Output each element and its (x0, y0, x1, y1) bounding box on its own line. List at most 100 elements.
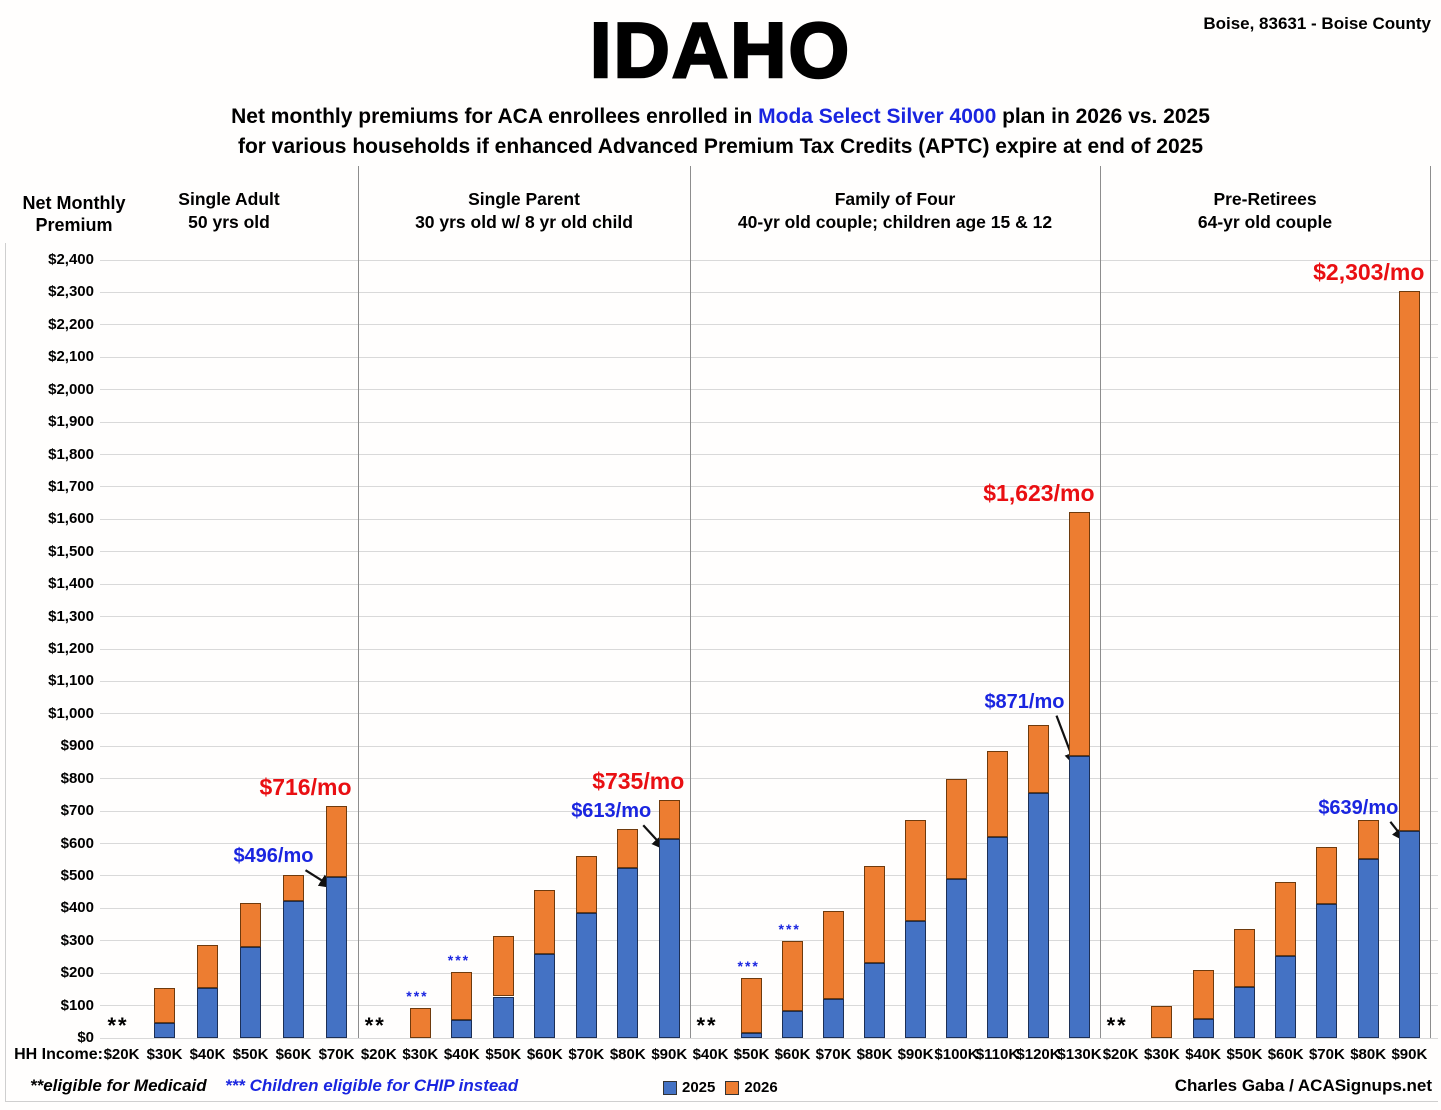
x-tick-label: $40K (692, 1046, 729, 1063)
bar-2025-segment (658, 839, 680, 1038)
y-tick-label: $1,600 (48, 510, 94, 528)
bar-2025-segment (534, 954, 556, 1038)
y-tick-label: $1,800 (48, 445, 94, 463)
x-axis-title: HH Income: (14, 1046, 103, 1063)
bar-2026-segment (283, 874, 304, 901)
x-tick-label: $70K (318, 1046, 355, 1063)
bar-2026-segment (823, 910, 844, 1000)
credit-label: Charles Gaba / ACASignups.net (1174, 1076, 1432, 1095)
gridline (100, 940, 1438, 942)
y-tick-label: $800 (60, 769, 94, 787)
legend: 2025 2026 (663, 1079, 778, 1096)
panel-title-line2: 40-yr old couple; children age 15 & 12 (737, 212, 1053, 232)
bar-2025-segment (1398, 830, 1420, 1038)
panel-title-line1: Family of Four (834, 189, 956, 209)
x-tick-label: $70K (1308, 1046, 1345, 1063)
bar-2026-segment (1069, 511, 1090, 756)
x-tick-label: $80K (1350, 1046, 1387, 1063)
x-tick-label: $30K (146, 1046, 183, 1063)
y-tick-label: $900 (60, 737, 94, 755)
y-tick-label: $500 (60, 866, 94, 884)
x-tick-label: $50K (1226, 1046, 1263, 1063)
panel-divider (358, 166, 359, 1038)
x-tick-label: $40K (189, 1046, 226, 1063)
callout-2026-label: $2,303/mo (1313, 259, 1425, 286)
chip-marker: *** (447, 951, 471, 968)
y-tick-label: $0 (77, 1029, 94, 1046)
panel-title-line2: 64-yr old couple (1197, 212, 1333, 232)
gridline (100, 518, 1438, 520)
gridline (100, 972, 1438, 974)
bar-2026-segment (1398, 291, 1420, 831)
bar-2026-segment (1151, 1006, 1173, 1038)
gridline (100, 389, 1438, 391)
legend-item-2025: 2025 (663, 1079, 715, 1096)
panel-divider (1100, 166, 1101, 1038)
bar-2025-segment (1275, 956, 1297, 1038)
bar-2026-segment (534, 889, 556, 955)
chart-title: IDAHO (589, 6, 852, 94)
y-tick-label: $600 (60, 834, 94, 852)
bar-2026-segment (1028, 725, 1049, 793)
callout-2025-label: $496/mo (233, 845, 314, 868)
panel-title: Pre-Retirees 64-yr old couple (1100, 188, 1430, 234)
bar-2026-segment (326, 805, 347, 878)
bar-2025-segment (1192, 1018, 1214, 1038)
location-label: Boise, 83631 - Boise County (1203, 14, 1431, 33)
gridline (100, 907, 1438, 909)
bar-2026-segment (617, 828, 639, 869)
bar-2026-segment (741, 978, 762, 1034)
bar-2025-segment (946, 879, 967, 1038)
bar-2026-segment (451, 971, 473, 1020)
y-tick-label: $100 (60, 996, 94, 1014)
y-axis-title-line1: Net Monthly (22, 193, 126, 213)
bar-2025-segment (1069, 755, 1090, 1038)
panel-title-line1: Single Adult (178, 189, 280, 209)
callout-2026-label: $716/mo (259, 773, 352, 800)
footnote-chip: *** Children eligible for CHIP instead (225, 1076, 519, 1095)
x-tick-label: $60K (774, 1046, 811, 1063)
bar-2025-segment (154, 1023, 175, 1038)
chip-marker: *** (737, 958, 760, 975)
x-tick-label: $20K (1102, 1046, 1139, 1063)
footnote-medicaid: **eligible for Medicaid (30, 1076, 207, 1095)
gridline (100, 259, 1438, 261)
panel-divider (690, 166, 691, 1038)
bar-2025-segment (575, 913, 597, 1038)
x-tick-label: $130K (1057, 1046, 1102, 1063)
gridline (100, 486, 1438, 488)
bar-2026-segment (240, 902, 261, 948)
chart-frame-left (5, 243, 6, 1101)
x-tick-label: $90K (651, 1046, 688, 1063)
callout-2025-label: $871/mo (984, 690, 1065, 713)
gridline (100, 810, 1438, 812)
bar-2025-segment (283, 900, 304, 1038)
bar-2025-segment (492, 996, 514, 1038)
bar-2026-segment (154, 987, 175, 1024)
chip-marker: *** (406, 988, 429, 1005)
gridline (100, 356, 1438, 358)
x-tick-label: $50K (485, 1046, 522, 1063)
chart-frame-bottom (5, 1101, 1438, 1102)
medicaid-marker: ** (696, 1013, 718, 1038)
x-tick-label: $110K (975, 1046, 1020, 1063)
x-tick-label: $30K (1143, 1046, 1180, 1063)
panel-title-line1: Pre-Retirees (1213, 189, 1317, 209)
y-tick-label: $1,100 (48, 672, 94, 690)
x-tick-label: $60K (1267, 1046, 1304, 1063)
panel-title: Family of Four 40-yr old couple; children… (690, 188, 1100, 234)
y-tick-label: $1,900 (48, 413, 94, 431)
bar-2025-segment (823, 999, 844, 1038)
x-tick-label: $20K (360, 1046, 397, 1063)
gridline (100, 875, 1438, 877)
bar-2026-segment (1233, 929, 1255, 987)
medicaid-marker: ** (364, 1013, 386, 1038)
y-axis-title-line2: Premium (35, 215, 113, 235)
chart-subtitle-line1: Net monthly premiums for ACA enrollees e… (0, 102, 1441, 132)
chip-marker: *** (778, 920, 801, 937)
bar-2025-segment (782, 1011, 803, 1038)
gridline (100, 616, 1438, 618)
bar-2026-segment (987, 751, 1008, 838)
x-tick-label: $30K (402, 1046, 439, 1063)
bar-2025-segment (326, 877, 347, 1038)
